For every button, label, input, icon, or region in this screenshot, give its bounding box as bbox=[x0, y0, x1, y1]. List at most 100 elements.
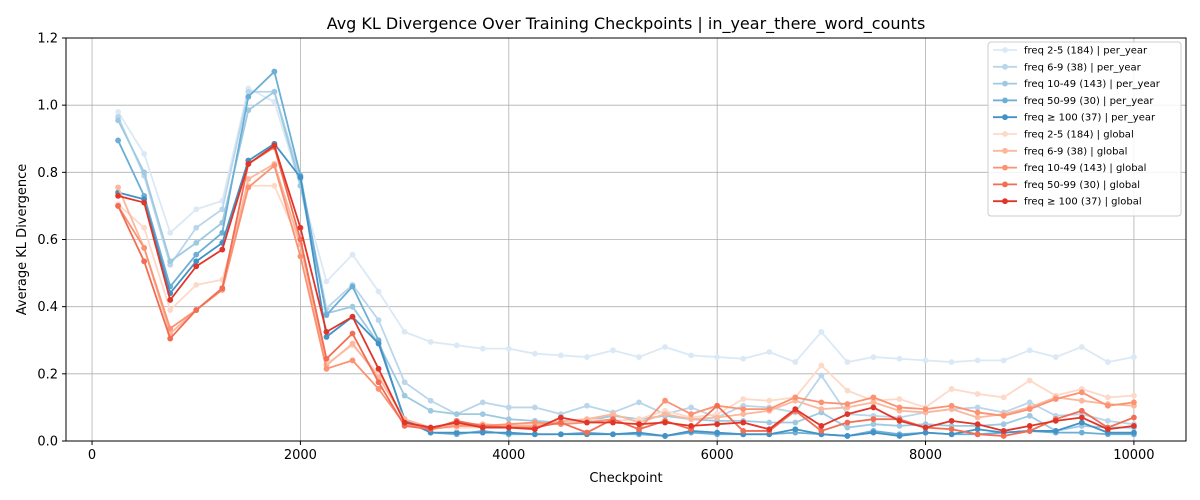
data-point bbox=[115, 203, 121, 209]
data-point bbox=[271, 162, 278, 169]
data-point bbox=[662, 433, 668, 439]
data-point bbox=[688, 404, 695, 411]
data-point bbox=[714, 421, 721, 428]
data-point bbox=[974, 414, 981, 421]
legend-entry: freq 50-99 (30) | global bbox=[993, 180, 1140, 191]
data-point bbox=[1078, 414, 1085, 421]
data-point bbox=[245, 93, 252, 100]
x-tick-label: 6000 bbox=[701, 448, 734, 463]
data-point bbox=[1052, 428, 1059, 434]
data-point bbox=[818, 399, 825, 406]
data-point bbox=[714, 402, 721, 409]
data-point bbox=[271, 98, 278, 105]
data-point bbox=[505, 416, 512, 423]
data-point bbox=[167, 258, 174, 265]
data-point bbox=[870, 421, 877, 428]
data-point bbox=[271, 142, 278, 149]
data-point bbox=[115, 108, 121, 115]
data-point bbox=[766, 419, 773, 426]
data-point bbox=[349, 303, 356, 310]
series-line bbox=[117, 184, 1134, 429]
data-point bbox=[818, 328, 825, 335]
data-point bbox=[740, 411, 747, 418]
data-point bbox=[557, 352, 564, 359]
data-point bbox=[167, 229, 174, 236]
data-point bbox=[896, 355, 903, 362]
data-point bbox=[245, 176, 252, 182]
data-point bbox=[948, 417, 955, 424]
data-point bbox=[1104, 402, 1111, 409]
data-point bbox=[141, 199, 148, 206]
data-point bbox=[375, 317, 382, 323]
data-point bbox=[115, 117, 121, 124]
data-point bbox=[922, 357, 929, 364]
legend-label: freq ≥ 100 (37) | per_year bbox=[1024, 113, 1156, 124]
data-point bbox=[974, 391, 981, 397]
legend-marker bbox=[1002, 181, 1008, 188]
legend-entry: freq ≥ 100 (37) | global bbox=[993, 197, 1142, 208]
data-point bbox=[740, 396, 747, 402]
data-point bbox=[662, 397, 668, 404]
series-line bbox=[117, 87, 1135, 363]
legend-entry: freq 10-49 (143) | per_year bbox=[993, 79, 1161, 90]
data-point bbox=[636, 426, 642, 433]
data-point bbox=[870, 404, 877, 411]
legend-marker bbox=[1002, 164, 1008, 171]
data-point bbox=[193, 258, 200, 265]
legend-entry: freq 50-99 (30) | per_year bbox=[993, 96, 1154, 107]
legend-label: freq 50-99 (30) | per_year bbox=[1024, 96, 1154, 107]
data-point bbox=[922, 429, 929, 436]
x-tick-label: 0 bbox=[88, 448, 96, 463]
data-point bbox=[584, 354, 590, 360]
data-point bbox=[1026, 377, 1033, 384]
data-point bbox=[844, 411, 851, 418]
data-point bbox=[427, 397, 434, 404]
data-point bbox=[479, 424, 486, 431]
data-point bbox=[505, 404, 512, 411]
legend-label: freq 6-9 (38) | global bbox=[1024, 146, 1127, 157]
series-line bbox=[117, 144, 1135, 432]
data-point bbox=[323, 312, 330, 318]
data-point bbox=[1078, 419, 1085, 426]
data-point bbox=[401, 328, 408, 335]
legend-marker bbox=[1002, 131, 1008, 137]
data-point bbox=[297, 253, 304, 260]
x-tick-label: 8000 bbox=[909, 448, 942, 463]
data-point bbox=[818, 406, 825, 412]
data-point bbox=[141, 224, 148, 231]
legend-marker bbox=[1002, 147, 1008, 154]
legend-label: freq ≥ 100 (37) | global bbox=[1024, 197, 1142, 208]
data-point bbox=[297, 224, 304, 231]
legend-entry: freq 10-49 (143) | global bbox=[993, 163, 1146, 174]
data-point bbox=[115, 184, 121, 191]
data-point bbox=[375, 386, 382, 392]
series-layer bbox=[115, 68, 1137, 439]
series-line bbox=[117, 146, 1135, 437]
data-point bbox=[323, 355, 330, 362]
legend-entry: freq 6-9 (38) | per_year bbox=[993, 62, 1142, 73]
x-tick-label: 4000 bbox=[492, 448, 525, 463]
data-point bbox=[974, 404, 981, 411]
data-point bbox=[531, 431, 538, 438]
data-point bbox=[479, 429, 486, 436]
data-point bbox=[141, 245, 148, 251]
series-1 bbox=[115, 85, 1137, 365]
data-point bbox=[974, 421, 981, 428]
data-point bbox=[1131, 399, 1137, 406]
y-tick-label: 1.0 bbox=[37, 99, 58, 114]
data-point bbox=[141, 258, 148, 265]
series-7 bbox=[115, 161, 1137, 431]
series-line bbox=[117, 90, 1135, 426]
data-point bbox=[557, 414, 564, 421]
legend-entry: freq 2-5 (184) | per_year bbox=[993, 46, 1148, 57]
data-point bbox=[948, 426, 955, 433]
legend-entry: freq 6-9 (38) | global bbox=[993, 146, 1127, 157]
data-point bbox=[167, 335, 174, 342]
data-point bbox=[870, 399, 877, 406]
data-point bbox=[688, 422, 695, 429]
data-point bbox=[948, 386, 955, 392]
data-point bbox=[844, 359, 851, 365]
data-point bbox=[1026, 422, 1033, 429]
data-point bbox=[323, 328, 330, 335]
data-point bbox=[740, 355, 747, 362]
